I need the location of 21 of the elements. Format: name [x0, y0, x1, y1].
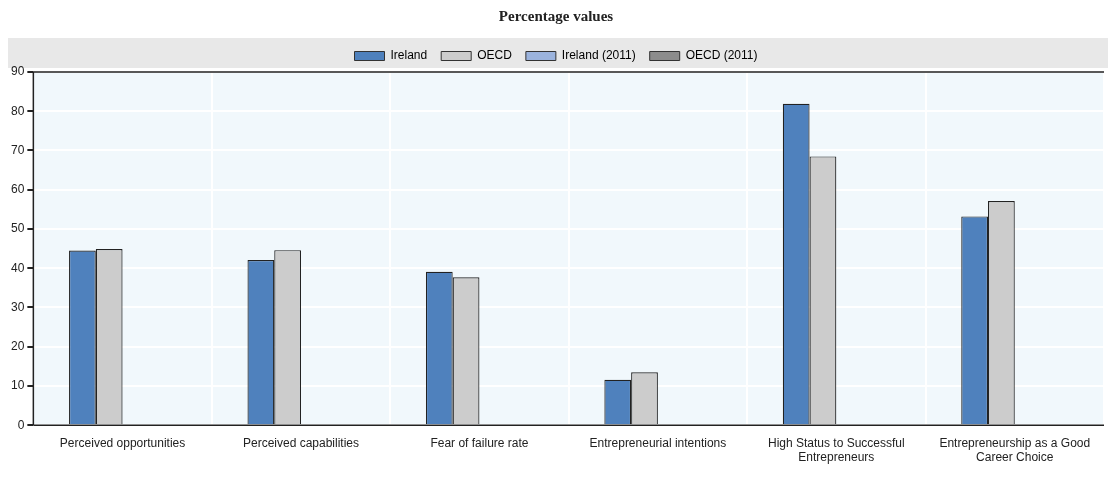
y-tick-label: 80 — [10, 103, 25, 118]
y-tick-label: 0 — [17, 417, 25, 432]
y-tick-label: 20 — [10, 339, 25, 354]
x-tick-label: Fear of failure rate — [430, 435, 529, 450]
legend-label: OECD (2011) — [685, 48, 758, 63]
legend-label: Ireland — [390, 48, 428, 63]
y-tick-label: 40 — [10, 260, 25, 275]
legend-label: OECD — [477, 48, 513, 63]
y-tick-label: 60 — [10, 182, 25, 197]
y-tick-label: 50 — [10, 221, 25, 236]
x-tick-label: Entrepreneurial intentions — [589, 435, 727, 450]
x-tick-label: High Status to Successful Entrepreneurs — [767, 435, 905, 465]
x-tick-label: Perceived opportunities — [59, 435, 186, 450]
y-tick-label: 10 — [10, 378, 25, 393]
x-tick-label: Perceived capabilities — [242, 435, 360, 450]
y-tick-label: 70 — [10, 142, 25, 157]
x-tick-label: Entrepreneurship as a Good Career Choice — [939, 435, 1091, 465]
chart-title: Percentage values — [498, 7, 614, 24]
y-tick-label: 30 — [10, 299, 25, 314]
y-tick-label: 90 — [10, 64, 25, 79]
legend-label: Ireland (2011) — [561, 48, 636, 63]
